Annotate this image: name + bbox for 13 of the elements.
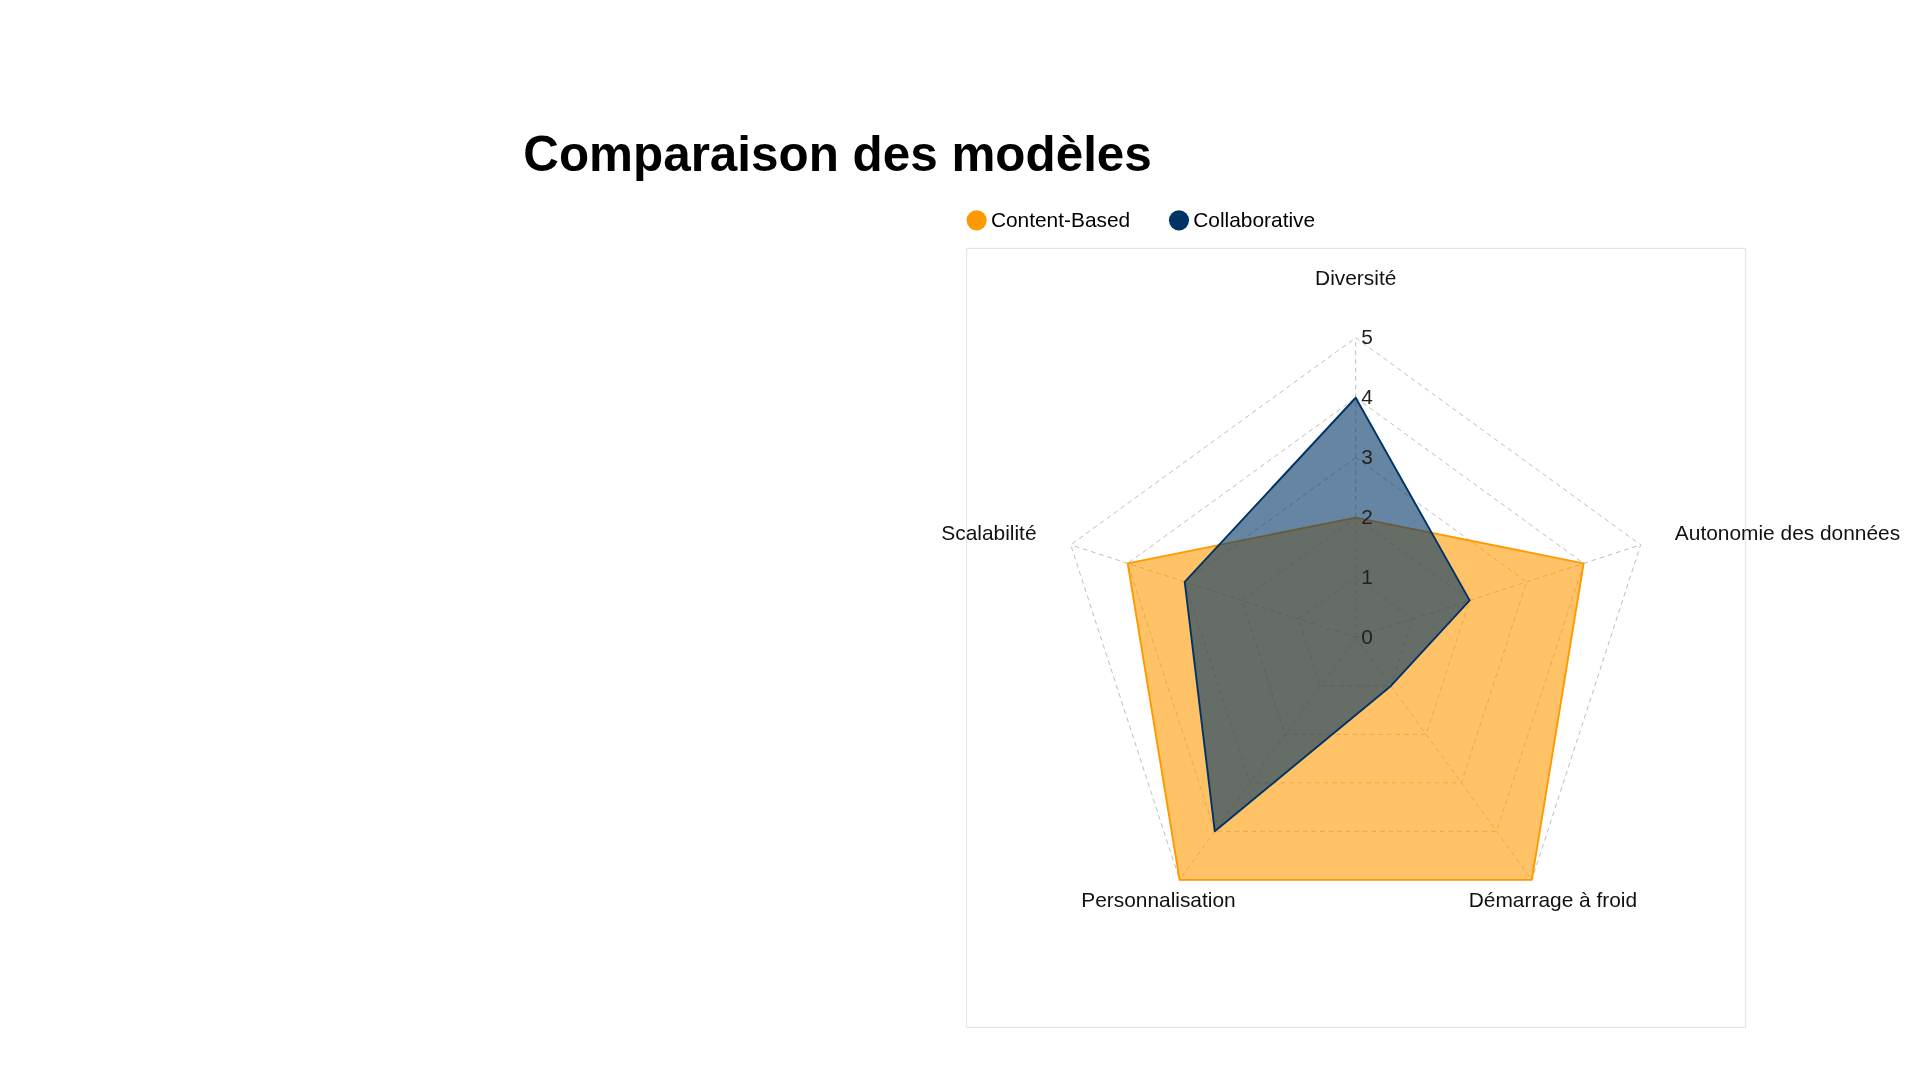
spoke-label: Diversité <box>1315 265 1397 289</box>
y-tick-label: 5 <box>1361 325 1373 349</box>
chart-title: Comparaison des modèles <box>523 125 1152 181</box>
y-tick-label: 0 <box>1361 625 1373 649</box>
spoke-label: Démarrage à froid <box>1468 888 1638 912</box>
legend-label: Collaborative <box>1193 208 1316 232</box>
legend-label: Content-Based <box>990 208 1131 232</box>
y-tick-label: 3 <box>1361 445 1373 469</box>
spoke-label: Scalabilité <box>941 521 1037 545</box>
y-tick-label: 4 <box>1361 385 1373 409</box>
y-tick-label: 1 <box>1361 565 1373 589</box>
spoke-label: Autonomie des données <box>1674 521 1901 545</box>
spoke-label: Personnalisation <box>1081 888 1236 912</box>
